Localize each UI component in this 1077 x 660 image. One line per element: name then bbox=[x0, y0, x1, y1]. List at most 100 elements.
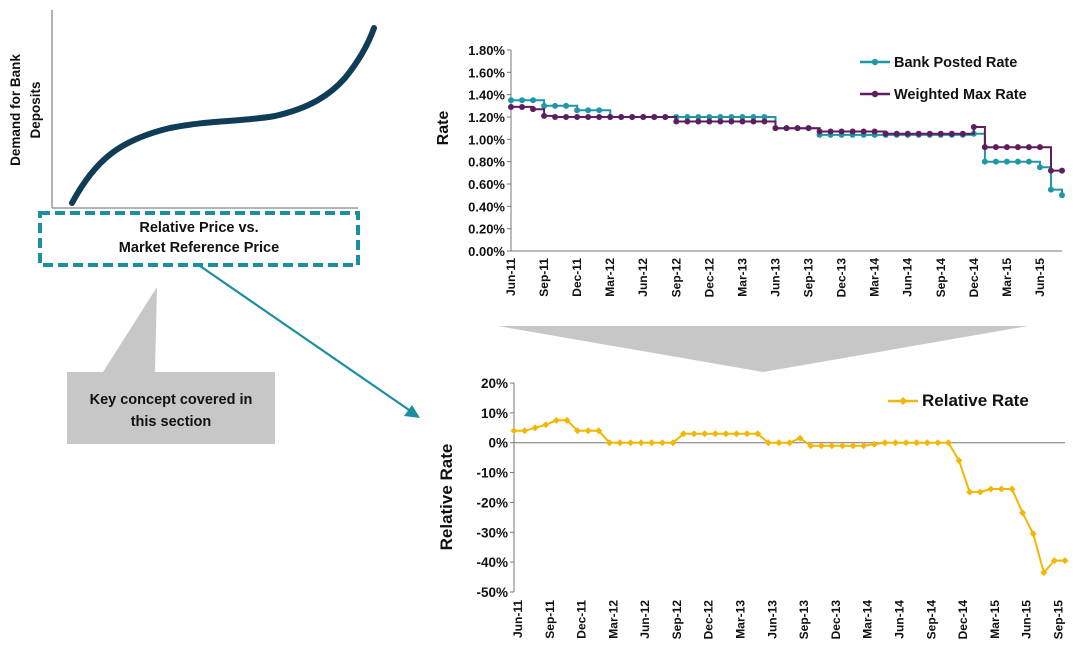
rate-x-tick-label: Mar-14 bbox=[868, 258, 882, 297]
relrate-y-tick-label: 20% bbox=[481, 376, 508, 391]
rate-series-2-point bbox=[640, 114, 647, 120]
relrate-x-tick-label: Jun-14 bbox=[892, 600, 906, 639]
rate-series-2-point bbox=[1059, 167, 1065, 174]
rate-series-2-point bbox=[970, 124, 977, 131]
relrate-series-1-point bbox=[510, 427, 518, 435]
relrate-series-1-point bbox=[701, 430, 709, 438]
rate-series-1-point bbox=[563, 102, 570, 109]
rate-x-tick-label: Sep-14 bbox=[934, 258, 948, 298]
relrate-series-1-point bbox=[1040, 569, 1048, 577]
relrate-y-tick-label: -40% bbox=[476, 555, 508, 570]
rate-series-2-point bbox=[904, 130, 911, 137]
rate-series-2-point bbox=[717, 118, 724, 125]
rate-series-2-point bbox=[783, 125, 790, 132]
relrate-series-1-point bbox=[637, 439, 645, 447]
rate-y-tick-label: 0.80% bbox=[468, 155, 505, 170]
rate-series-2-point bbox=[750, 118, 757, 125]
rate-chart: Rate 0.00% 0.20% 0.40% 0.60% 0.80% 1.00% 1.20%… bbox=[435, 43, 1065, 297]
rate-series-2-point bbox=[926, 130, 933, 137]
relrate-x-tick-label: Dec-11 bbox=[575, 600, 589, 639]
rate-series-2-point bbox=[772, 125, 779, 132]
relrate-x-tick-label: Dec-14 bbox=[956, 600, 970, 640]
rate-series-1-point bbox=[552, 102, 559, 109]
rate-series-2-point bbox=[1036, 144, 1043, 151]
rate-series-2-point bbox=[871, 128, 878, 135]
relrate-series-1-point bbox=[1029, 530, 1037, 538]
relrate-x-tick-label: Mar-14 bbox=[861, 600, 875, 639]
relrate-x-tick-label: Sep-14 bbox=[924, 600, 938, 640]
relrate-series-1-point bbox=[531, 424, 539, 432]
relrate-x-tick-label: Sep-12 bbox=[670, 600, 684, 640]
rate-series-2-point bbox=[937, 130, 944, 137]
relrate-series-1-point bbox=[743, 430, 751, 438]
rate-series-2-point bbox=[1047, 167, 1054, 174]
rate-y-tick-label: 0.20% bbox=[468, 222, 505, 237]
rate-series-2-point bbox=[794, 125, 801, 132]
relrate-series-1-point bbox=[595, 427, 603, 435]
rate-y-tick-label: 1.40% bbox=[468, 88, 505, 103]
relrate-series-1-point bbox=[860, 442, 868, 450]
relrate-series-1-point bbox=[849, 442, 857, 450]
relative-price-box bbox=[38, 211, 360, 267]
rate-series-2-point bbox=[1003, 144, 1010, 151]
rate-series-2-point bbox=[651, 114, 658, 120]
rate-x-tick-label: Dec-12 bbox=[702, 258, 716, 298]
rate-series-1-point bbox=[585, 107, 592, 114]
rate-x-tick-label: Dec-11 bbox=[570, 258, 584, 297]
rate-series-2-point bbox=[519, 103, 526, 110]
relrate-series-1-point bbox=[1008, 485, 1016, 493]
rate-series-1-point bbox=[981, 158, 988, 165]
rate-series-2-point bbox=[618, 114, 625, 120]
rate-series-2-point bbox=[728, 118, 735, 125]
concept-y-label-1: Demand for Bank bbox=[8, 54, 23, 166]
relrate-series-1-point bbox=[690, 430, 698, 438]
relative-rate-chart-y-label: Relative Rate bbox=[437, 444, 456, 551]
rate-series-2-point bbox=[761, 118, 768, 125]
rate-x-tick-label: Jun-11 bbox=[504, 258, 518, 296]
rate-series-1-point bbox=[541, 102, 548, 109]
concept-y-label-2: Deposits bbox=[28, 81, 43, 138]
relrate-series-1-point bbox=[669, 439, 677, 447]
relrate-series-1-point bbox=[658, 439, 666, 447]
relrate-x-tick-label: Sep-13 bbox=[797, 600, 811, 640]
rate-y-tick-label: 1.60% bbox=[468, 65, 505, 80]
rate-x-tick-label: Sep-13 bbox=[802, 258, 816, 298]
pointer-arrow-head bbox=[404, 405, 420, 418]
pointer-arrow bbox=[199, 265, 413, 413]
rate-series-1-point bbox=[1003, 158, 1010, 165]
relrate-legend-marker-1 bbox=[899, 397, 907, 405]
rate-series-1-point bbox=[728, 114, 735, 120]
rate-legend-label-1: Bank Posted Rate bbox=[894, 55, 1017, 71]
rate-series-2-point bbox=[530, 106, 537, 113]
rate-series-1-point bbox=[574, 107, 581, 114]
rate-series-1-point bbox=[684, 114, 691, 120]
relrate-series-1-point bbox=[966, 488, 974, 496]
key-concept-callout bbox=[67, 287, 275, 444]
rate-x-tick-label: Mar-13 bbox=[735, 258, 749, 297]
relrate-series-1-point bbox=[563, 416, 571, 424]
rate-x-tick-label: Sep-12 bbox=[669, 258, 683, 298]
relrate-series-1-point bbox=[542, 421, 550, 429]
rate-series-2-point bbox=[541, 112, 548, 119]
rate-x-tick-label: Dec-14 bbox=[967, 258, 981, 298]
relrate-series-1-point bbox=[521, 427, 529, 435]
rate-series-2-point bbox=[596, 114, 603, 120]
rate-y-tick-label: 0.60% bbox=[468, 177, 505, 192]
relrate-series-1-point bbox=[605, 439, 613, 447]
relrate-series-1-point bbox=[616, 439, 624, 447]
relrate-x-tick-label: Jun-13 bbox=[765, 600, 779, 639]
relrate-series-1-point bbox=[733, 430, 741, 438]
rate-series-1-point bbox=[750, 114, 757, 120]
relrate-x-tick-label: Mar-13 bbox=[734, 600, 748, 639]
relrate-series-1-point bbox=[584, 427, 592, 435]
relrate-series-1-point bbox=[902, 439, 910, 447]
rate-x-tick-label: Jun-14 bbox=[901, 258, 915, 297]
relrate-series-1-point bbox=[807, 442, 815, 450]
rate-y-tick-label: 1.20% bbox=[468, 110, 505, 125]
callout-label-1: Key concept covered in bbox=[90, 392, 253, 408]
relrate-x-tick-label: Jun-15 bbox=[1020, 600, 1034, 639]
rate-y-tick-label: 1.00% bbox=[468, 132, 505, 147]
rate-series-2-point bbox=[860, 128, 867, 135]
rate-series-1-point bbox=[717, 114, 724, 120]
